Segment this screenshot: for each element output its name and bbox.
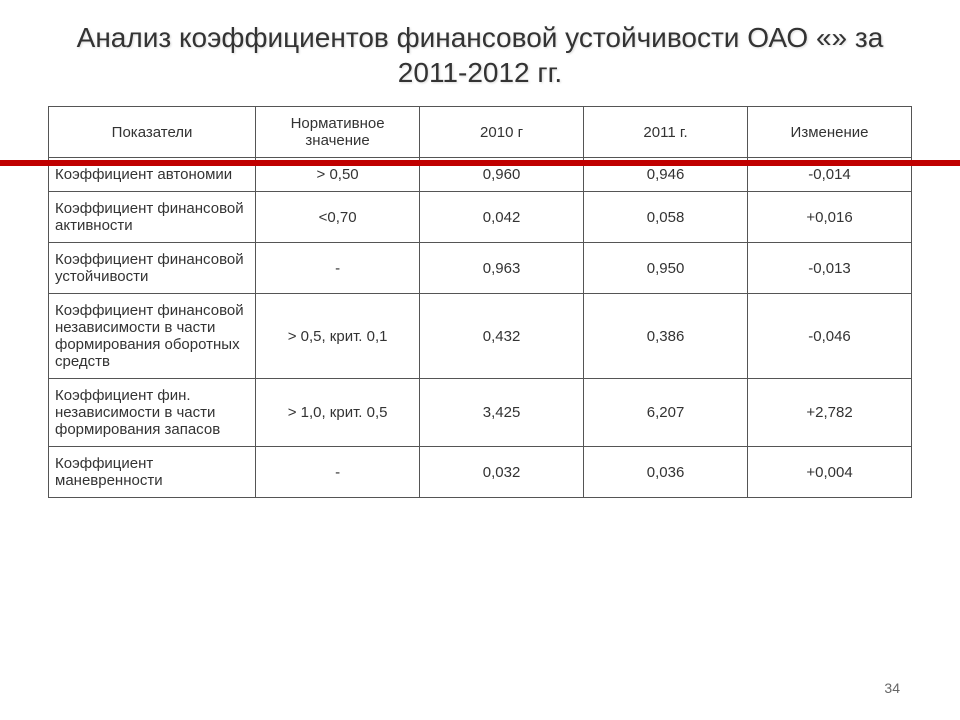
cell-change: -0,046 <box>748 294 912 379</box>
cell-label: Коэффициент финансовой активности <box>49 192 256 243</box>
cell-norm: > 0,5, крит. 0,1 <box>256 294 420 379</box>
table-row: Коэффициент фин. независимости в части ф… <box>49 379 912 447</box>
cell-label: Коэффициент фин. независимости в части ф… <box>49 379 256 447</box>
cell-norm: <0,70 <box>256 192 420 243</box>
slide: Анализ коэффициентов финансовой устойчив… <box>0 0 960 720</box>
col-header-change: Изменение <box>748 107 912 158</box>
cell-norm: - <box>256 243 420 294</box>
cell-change: -0,013 <box>748 243 912 294</box>
col-header-2010: 2010 г <box>420 107 584 158</box>
col-header-indicators: Показатели <box>49 107 256 158</box>
cell-norm: > 1,0, крит. 0,5 <box>256 379 420 447</box>
cell-change: +2,782 <box>748 379 912 447</box>
cell-2010: 0,042 <box>420 192 584 243</box>
table-header-row: Показатели Нормативное значение 2010 г 2… <box>49 107 912 158</box>
cell-2011: 0,386 <box>584 294 748 379</box>
cell-norm: - <box>256 447 420 498</box>
cell-label: Коэффициент финансовой устойчивости <box>49 243 256 294</box>
red-accent-bar <box>0 160 960 166</box>
table-body: Коэффициент автономии > 0,50 0,960 0,946… <box>49 158 912 498</box>
cell-label: Коэффициент маневренности <box>49 447 256 498</box>
cell-label: Коэффициент финансовой независимости в ч… <box>49 294 256 379</box>
cell-2010: 0,432 <box>420 294 584 379</box>
cell-2010: 0,963 <box>420 243 584 294</box>
cell-2010: 0,032 <box>420 447 584 498</box>
cell-2011: 0,950 <box>584 243 748 294</box>
slide-title: Анализ коэффициентов финансовой устойчив… <box>48 20 912 90</box>
cell-change: +0,016 <box>748 192 912 243</box>
table-row: Коэффициент маневренности - 0,032 0,036 … <box>49 447 912 498</box>
cell-2011: 0,058 <box>584 192 748 243</box>
table-row: Коэффициент финансовой устойчивости - 0,… <box>49 243 912 294</box>
table-row: Коэффициент финансовой активности <0,70 … <box>49 192 912 243</box>
cell-2011: 6,207 <box>584 379 748 447</box>
cell-2011: 0,036 <box>584 447 748 498</box>
page-number: 34 <box>884 680 900 696</box>
cell-2010: 3,425 <box>420 379 584 447</box>
col-header-norm: Нормативное значение <box>256 107 420 158</box>
col-header-2011: 2011 г. <box>584 107 748 158</box>
table-row: Коэффициент финансовой независимости в ч… <box>49 294 912 379</box>
cell-change: +0,004 <box>748 447 912 498</box>
